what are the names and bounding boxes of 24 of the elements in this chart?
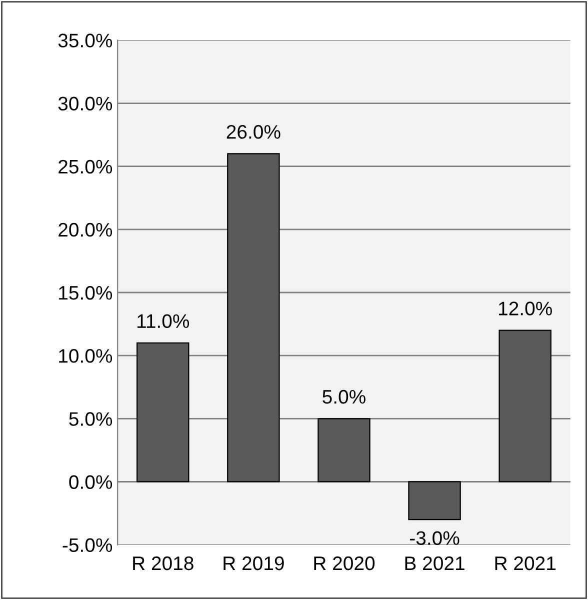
y-tick-label: -5.0% — [62, 538, 112, 552]
bar — [408, 481, 461, 520]
x-tick-label: R 2021 — [495, 556, 556, 570]
x-tick-label: R 2020 — [314, 556, 375, 570]
y-tick-label: 15.0% — [59, 286, 112, 300]
x-tick-label: R 2019 — [224, 556, 284, 570]
y-tick-label: 25.0% — [58, 160, 112, 174]
bar — [227, 153, 280, 482]
bar — [498, 330, 552, 482]
data-label: -3.0% — [410, 531, 460, 545]
data-label: 11.0% — [138, 314, 190, 328]
y-tick-label: 10.0% — [59, 349, 112, 363]
data-label: 12.0% — [499, 302, 552, 316]
x-tick-label: B 2021 — [405, 556, 464, 570]
y-tick-label: 30.0% — [58, 96, 112, 111]
y-tick-label: 35.0% — [58, 34, 112, 48]
data-label: 5.0% — [322, 390, 366, 404]
bar — [318, 418, 370, 482]
x-tick-label: R 2018 — [133, 556, 194, 570]
y-tick-label: 0.0% — [69, 475, 112, 489]
data-label: 26.0% — [226, 125, 280, 139]
y-tick-label: 5.0% — [69, 412, 112, 426]
bar — [136, 342, 190, 482]
y-tick-label: 20.0% — [58, 222, 112, 237]
